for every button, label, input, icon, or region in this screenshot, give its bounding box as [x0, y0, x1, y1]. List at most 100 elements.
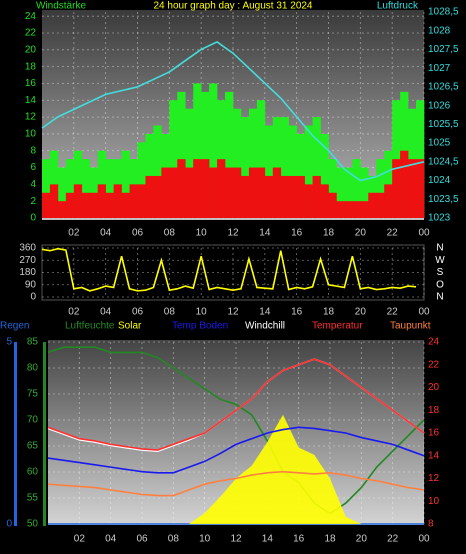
area	[48, 414, 424, 524]
y2-tick-label: 1028,5	[428, 7, 459, 18]
x-tick-label: 08	[164, 307, 176, 318]
y-tick-label: 24	[25, 11, 37, 22]
bar	[400, 150, 409, 218]
x-tick-label: 20	[355, 307, 367, 318]
x-tick-label: 00	[418, 307, 430, 318]
x-tick-label: 04	[100, 228, 112, 239]
y2-tick-label: 1026,5	[428, 82, 459, 93]
bar	[376, 159, 385, 218]
bar	[248, 167, 258, 218]
bar	[81, 159, 91, 218]
bar	[240, 117, 250, 218]
bar	[145, 175, 154, 218]
y-tick-label: 4	[30, 179, 36, 190]
bar	[384, 184, 393, 218]
bar	[256, 100, 266, 218]
y-tick-label: 85	[27, 337, 39, 348]
x-tick-label: 18	[323, 307, 335, 318]
x-tick-label: 12	[227, 228, 239, 239]
x-tick-label: 18	[323, 228, 335, 239]
y-tick-label: 75	[27, 389, 39, 400]
bar	[217, 159, 226, 218]
bar	[137, 142, 146, 218]
bar	[185, 167, 194, 218]
x-tick-label: 22	[387, 307, 399, 318]
y-tick-label: 270	[19, 255, 36, 266]
line	[47, 358, 425, 451]
bar	[336, 167, 345, 218]
y2-tick-label: 24	[428, 337, 440, 348]
bar	[344, 167, 353, 218]
x-tick-label: 20	[355, 228, 367, 239]
x-tick-label: 12	[227, 307, 239, 318]
x-tick-label: 06	[132, 228, 144, 239]
x-tick-label: 10	[196, 228, 208, 239]
y2-tick-label: 1028	[428, 25, 451, 36]
y2-tick-label: 1023	[428, 213, 451, 224]
bar	[169, 100, 178, 218]
x-tick-label: 10	[196, 307, 208, 318]
y2-tick-label: 8	[428, 519, 434, 530]
y-tick-label: 22	[25, 28, 37, 39]
bar	[73, 184, 83, 218]
bar	[97, 184, 106, 218]
bar	[304, 184, 313, 218]
bar	[376, 192, 385, 218]
y2-tick-label: N	[436, 243, 443, 254]
y2-tick-label: N	[436, 292, 443, 303]
bar	[264, 175, 274, 218]
y2-tick-label: 1026	[428, 100, 451, 111]
line	[41, 247, 417, 292]
y2-tick-label: 14	[428, 450, 440, 461]
bar	[336, 201, 345, 218]
bar	[42, 159, 51, 218]
x-tick-label: 10	[199, 534, 211, 545]
y2-tick-label: 16	[428, 428, 440, 439]
legend-label: Taupunkt	[390, 321, 431, 332]
x-tick-label: 04	[105, 534, 117, 545]
bar	[169, 167, 178, 218]
y2-tick-label: 1023,5	[428, 194, 459, 205]
bar	[233, 167, 242, 218]
axis-bar	[43, 342, 46, 526]
x-tick-label: 22	[387, 534, 399, 545]
bar	[153, 175, 162, 218]
bar	[368, 192, 377, 218]
legend-label: Windchill	[245, 321, 285, 332]
y2-tick-label: 1025	[428, 138, 451, 149]
y2-tick-label: 22	[428, 359, 440, 370]
y-tick-label: 18	[25, 61, 37, 72]
y-tick-label: 0	[30, 213, 36, 224]
bar	[201, 91, 210, 218]
y2-tick-label: 1024,5	[428, 156, 459, 167]
x-tick-label: 02	[68, 228, 80, 239]
x-tick-label: 14	[259, 307, 271, 318]
y-tick-label: 10	[25, 129, 37, 140]
chart-title: 24 hour graph day : August 31 2024	[153, 1, 312, 12]
y2-tick-label: 12	[428, 473, 440, 484]
bar	[360, 201, 369, 218]
y2-tick-label: 1024	[428, 175, 451, 186]
x-tick-label: 08	[164, 228, 176, 239]
axis-bar	[14, 342, 17, 526]
bar	[312, 175, 321, 218]
bar	[225, 91, 234, 218]
y-tick-label: 90	[25, 279, 37, 290]
y2-axis-title: Luftdruck	[377, 1, 419, 12]
y2-tick-label: 10	[428, 496, 440, 507]
bar	[352, 159, 361, 218]
y3-tick-label: 0	[6, 519, 12, 530]
y2-tick-label: 1025,5	[428, 119, 459, 130]
bar	[296, 175, 305, 218]
bar	[81, 192, 91, 218]
y-tick-label: 0	[30, 292, 36, 303]
x-tick-label: 00	[418, 534, 430, 545]
x-tick-label: 00	[418, 228, 430, 239]
bar	[121, 150, 130, 218]
x-tick-label: 18	[324, 534, 336, 545]
y2-tick-label: 18	[428, 405, 440, 416]
bar	[209, 83, 218, 218]
bar	[105, 192, 114, 218]
bar	[328, 192, 337, 218]
bar	[288, 125, 297, 218]
